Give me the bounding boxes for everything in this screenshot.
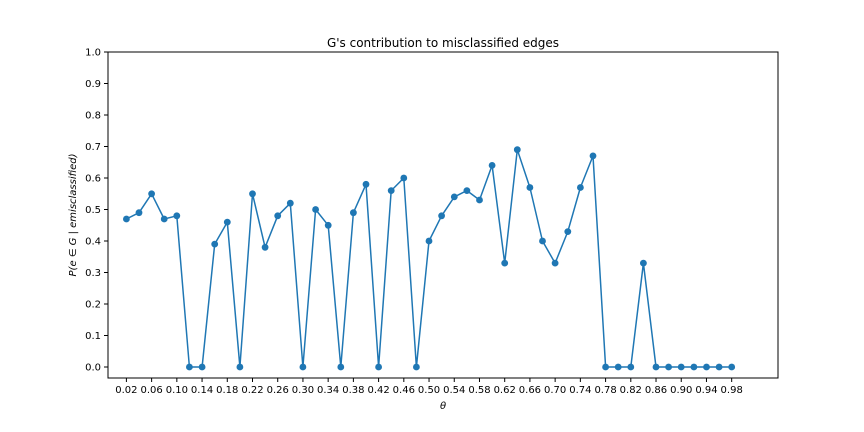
x-tick-label: 0.82 <box>620 385 642 396</box>
x-tick-label: 0.02 <box>115 385 137 396</box>
data-point <box>488 162 496 169</box>
x-axis: 0.02 0.06 0.10 0.14 0.18 0.22 0.26 0.30 0.34 0.38… <box>115 378 743 396</box>
data-point <box>173 212 181 220</box>
x-tick-label: 0.42 <box>367 385 389 396</box>
data-point <box>425 237 433 245</box>
data-point <box>564 228 572 236</box>
data-point <box>677 363 685 371</box>
x-axis-label: θ <box>440 401 446 412</box>
y-tick-label: 0.6 <box>85 174 101 185</box>
data-point <box>211 240 219 248</box>
data-point <box>463 187 471 195</box>
data-point <box>350 209 357 217</box>
data-point <box>223 218 231 226</box>
x-tick-label: 0.86 <box>645 385 667 396</box>
data-point <box>640 259 647 267</box>
x-tick-label: 0.26 <box>267 385 289 396</box>
x-tick-label: 0.58 <box>468 385 490 396</box>
data-point <box>602 363 609 371</box>
data-point <box>274 212 282 220</box>
data-point <box>627 363 635 371</box>
x-tick-label: 0.10 <box>166 385 188 396</box>
data-point <box>261 243 269 251</box>
data-point <box>589 152 597 160</box>
data-point <box>236 363 244 371</box>
y-tick-label: 0.1 <box>85 331 101 342</box>
data-point <box>148 190 156 198</box>
data-point <box>551 259 559 267</box>
x-tick-label: 0.06 <box>140 385 162 396</box>
data-point <box>413 363 420 371</box>
x-tick-label: 0.46 <box>393 385 415 396</box>
y-axis: 0.0 0.1 0.2 0.3 0.4 0.5 0.6 0.7 0.8 0.9 1.0 <box>85 48 108 374</box>
x-tick-label: 0.18 <box>216 385 238 396</box>
data-point <box>249 190 256 198</box>
data-point <box>198 363 206 371</box>
data-point <box>476 196 483 204</box>
series-line <box>123 146 736 371</box>
data-point <box>438 212 445 220</box>
x-tick-label: 0.70 <box>544 385 566 396</box>
data-point <box>501 259 509 267</box>
x-tick-label: 0.66 <box>519 385 541 396</box>
data-point <box>186 363 193 371</box>
data-point <box>312 206 319 213</box>
y-tick-label: 1.0 <box>85 48 101 59</box>
x-tick-label: 0.90 <box>670 385 692 396</box>
data-point <box>299 363 307 371</box>
data-point <box>375 363 382 371</box>
data-point <box>400 174 408 182</box>
data-point <box>526 184 534 191</box>
x-tick-label: 0.94 <box>695 385 717 396</box>
y-tick-label: 0.5 <box>85 205 101 216</box>
x-tick-label: 0.62 <box>494 385 516 396</box>
y-tick-label: 0.2 <box>85 300 101 311</box>
x-tick-label: 0.22 <box>241 385 263 396</box>
y-tick-label: 0.8 <box>85 111 101 122</box>
y-tick-label: 0.4 <box>85 237 101 248</box>
x-tick-label: 0.98 <box>721 385 743 396</box>
chart-title: G's contribution to misclassified edges <box>327 36 559 50</box>
x-tick-label: 0.54 <box>443 385 465 396</box>
data-point <box>286 199 294 207</box>
data-point <box>703 363 710 371</box>
data-point <box>690 363 698 371</box>
data-point <box>362 180 370 188</box>
x-tick-label: 0.14 <box>191 385 213 396</box>
data-point <box>539 237 546 245</box>
x-tick-label: 0.38 <box>342 385 364 396</box>
data-point <box>450 193 458 201</box>
data-point <box>135 209 143 217</box>
data-point <box>665 363 672 371</box>
data-point <box>577 184 584 191</box>
data-point <box>652 363 660 371</box>
x-tick-label: 0.34 <box>317 385 339 396</box>
data-point <box>614 363 622 371</box>
data-point <box>123 215 130 223</box>
x-tick-label: 0.30 <box>292 385 314 396</box>
y-axis-label: P(e ∈ G | emisclassified) <box>68 154 79 277</box>
data-point <box>715 363 723 371</box>
data-point <box>387 187 395 195</box>
x-tick-label: 0.50 <box>418 385 440 396</box>
plot-frame <box>107 51 779 379</box>
data-point <box>160 215 168 223</box>
y-tick-label: 0.3 <box>85 268 101 279</box>
x-tick-label: 0.78 <box>594 385 616 396</box>
data-point <box>728 363 736 371</box>
data-point <box>337 363 345 371</box>
y-tick-label: 0.0 <box>85 363 101 374</box>
data-point <box>324 221 332 229</box>
y-tick-label: 0.9 <box>85 79 101 90</box>
x-tick-label: 0.74 <box>569 385 591 396</box>
y-tick-label: 0.7 <box>85 142 101 153</box>
data-point <box>513 146 521 154</box>
